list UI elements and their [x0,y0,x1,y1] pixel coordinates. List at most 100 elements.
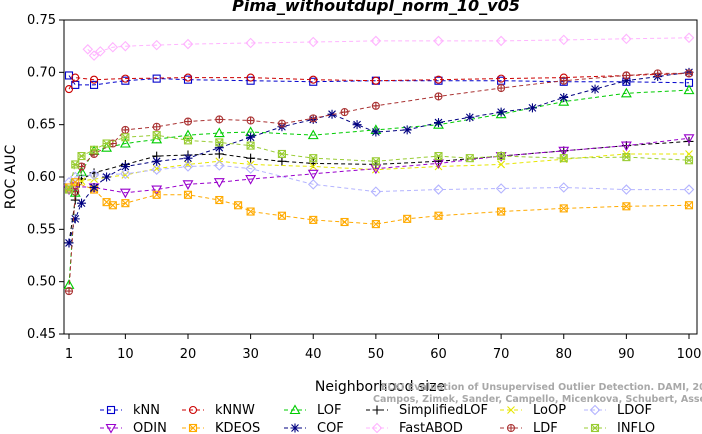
data-point-cof [183,153,193,163]
x-axis-label: Neighborhood size [315,379,445,395]
data-point-odin [558,146,570,157]
data-point-fastabod [95,46,106,57]
data-point-lof [119,137,131,148]
data-point-inflo [465,154,474,163]
legend-marker-loop [507,406,515,414]
data-point-odin [245,175,257,185]
data-point-lof [620,87,632,98]
data-point-cof [70,214,80,224]
legend-marker-odin [105,423,117,434]
plot-frame [63,19,698,335]
data-point-odin [182,180,194,190]
legend-marker-cof [290,423,300,433]
legend-marker-knnw [188,405,198,415]
data-point-ldf [371,101,380,110]
data-point-cof [402,125,412,135]
data-point-kdeos [559,204,568,213]
data-point-inflo [497,152,506,161]
legend-label-kdeos: KDEOS [215,421,260,434]
data-point-fastabod [107,41,119,53]
data-point-kdeos [108,201,117,210]
data-point-ldf [215,115,224,124]
data-point-loop [309,162,318,171]
data-point-inflo [215,138,224,147]
data-point-inflo [152,131,161,140]
plot-area [63,32,695,296]
data-point-ldf [121,125,130,134]
data-point-cof [246,132,256,142]
legend-marker-ldf [506,423,516,433]
data-point-ldof [621,184,632,195]
data-point-odin [620,141,632,152]
series-inflo [64,131,694,194]
legend-item-lof: LOF [284,403,342,418]
data-point-lof [182,129,194,140]
data-point-inflo [434,152,443,161]
data-point-knnw [246,73,255,82]
x-tick-label: 90 [618,347,635,362]
y-tick-label: 0.75 [27,13,56,28]
data-point-ldof [683,184,695,195]
data-point-kdeos [340,217,349,227]
data-point-knnw [64,85,74,94]
data-point-lof [683,84,695,95]
data-point-cof [433,118,443,128]
legend-marker-fastabod [371,422,383,434]
legend-marker-ldof [589,404,601,416]
x-tick-label: 60 [430,347,447,362]
legend-item-kdeos: KDEOS [182,421,260,434]
data-point-kdeos [121,199,130,208]
data-point-ldof [214,160,225,171]
watermark-line-1: ELKI Evaluation of Unsupervised Outlier … [381,382,702,393]
series-line-lof [68,89,690,285]
data-point-ldof [370,186,382,197]
data-point-knnw [434,75,443,84]
x-tick-label: 40 [305,347,322,362]
legend-label-inflo: INFLO [617,421,655,434]
data-point-odin [151,185,163,196]
data-point-cof [89,182,99,192]
data-point-simplifiedlof [246,153,256,163]
data-point-kdeos [371,220,380,229]
data-point-kdeos [622,202,631,211]
data-point-lof [558,96,570,106]
data-point-fastabod [307,36,319,48]
data-point-knnw [121,74,130,83]
data-point-simplifiedlof [433,156,443,166]
data-point-ldf [64,287,74,296]
data-point-kdeos [234,201,243,210]
data-point-ldof [558,182,570,193]
data-point-ldof [307,179,319,190]
data-point-cof [77,198,87,208]
legend-item-ldof: LDOF [584,403,652,418]
data-point-fastabod [558,34,570,46]
data-point-fastabod [120,40,131,52]
data-point-knnw [183,73,193,82]
data-point-ldf [653,69,662,78]
watermark-line-2: Campos, Zimek, Sander, Campello, Micenko… [373,394,702,405]
data-point-inflo [559,154,568,163]
data-point-kdeos [152,190,161,199]
data-point-ldf [684,69,694,78]
x-tick-label: 70 [493,347,510,362]
data-point-lof [307,129,319,140]
data-point-kdeos [403,214,412,223]
x-tick-label: 80 [555,347,572,362]
y-axis-label: ROC AUC [3,144,19,209]
data-point-cof [621,76,631,86]
data-point-inflo [121,133,130,142]
data-point-inflo [64,185,74,194]
legend: kNN kNNW LOF SimplifiedLOF LoOP LDOF ODIN KDEOS… [100,403,655,434]
series-fastabod [82,32,695,61]
data-point-loop [371,165,380,174]
legend-item-fastabod: FastABOD [366,421,463,434]
legend-label-lof: LOF [317,403,342,418]
data-point-kdeos [309,215,318,224]
data-point-fastabod [151,39,162,51]
legend-item-ldf: LDF [500,421,558,434]
data-point-kdeos [497,207,506,216]
data-point-knn [183,75,193,84]
data-point-inflo [684,156,694,165]
data-point-kdeos [183,190,193,199]
